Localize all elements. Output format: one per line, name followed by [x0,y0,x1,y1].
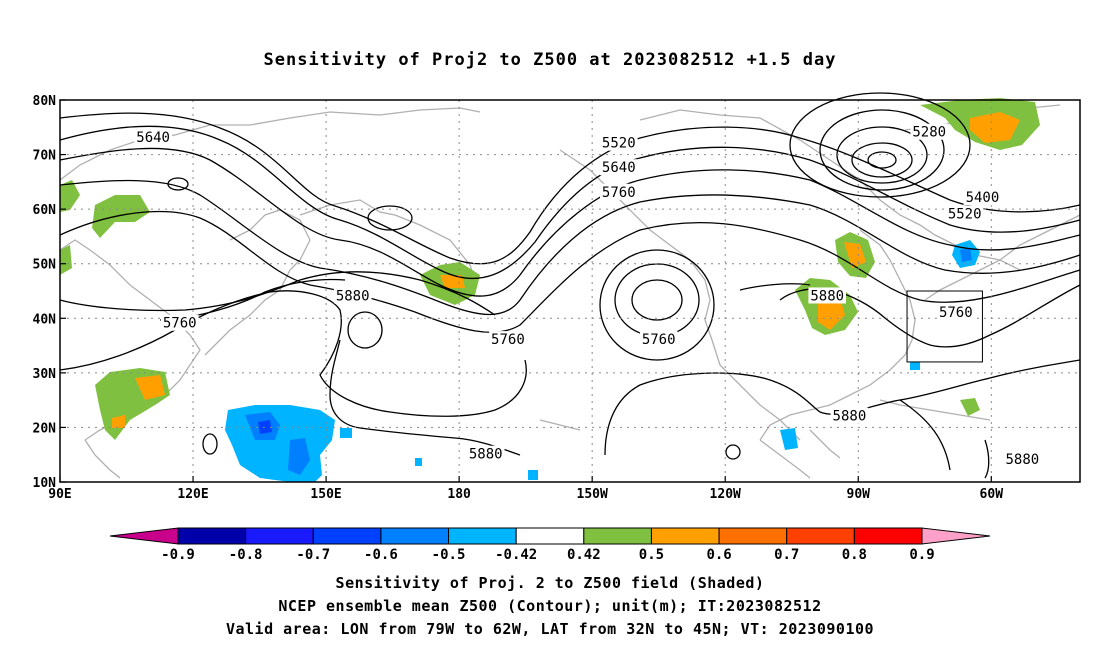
lon-label: 120E [177,487,208,502]
colorbar-swatch [853,527,923,545]
contour-label-bg [160,314,199,331]
lat-label: 40N [33,312,57,327]
lon-label: 180 [447,487,471,502]
contour-label: 5280 [912,125,946,141]
colorbar-label: -0.6 [364,547,398,563]
lat-label: 30N [33,367,57,382]
contour-label: 5880 [833,409,867,425]
contour-label: 5400 [966,190,1000,206]
contour-label: 5760 [491,332,525,348]
contour-label: 5760 [163,316,197,332]
contour-label-bg [963,189,1002,206]
colorbar: -0.9 -0.8 -0.7 -0.6 -0.5 -0.42 0.42 0.5 0.6 0.7 0.… [109,527,991,563]
contour-label-bg [134,129,172,146]
footer-line-3: Valid area: LON from 79W to 62W, LAT fro… [225,620,875,638]
contour-label-bg [808,287,847,304]
lon-label: 150W [577,487,608,502]
contour-label: 5640 [602,160,636,176]
colorbar-label: 0.42 [567,547,601,563]
contour-label-bg [937,303,975,320]
colorbar-swatch [177,527,247,545]
map-frame [59,99,1081,483]
contour-label-bg [910,123,949,140]
colorbar-swatch [515,527,585,545]
contour-label: 5760 [602,185,636,201]
colorbar-label: 0.6 [706,547,731,563]
colorbar-swatch [380,527,450,545]
map-title: Sensitivity of Proj2 to Z500 at 20230825… [263,50,837,70]
contour-label-bg [489,331,527,348]
contour-label: 5880 [1005,452,1039,468]
contour-label-bg [333,287,372,304]
colorbar-label: -0.7 [296,547,330,563]
colorbar-swatch [786,527,855,545]
colorbar-swatch [448,527,517,545]
contour-label-bg [830,407,869,424]
contour-label-bg [466,445,505,462]
colorbar-label: -0.9 [161,547,195,563]
lon-label: 150E [310,487,341,502]
contour-label-bg [945,205,984,222]
colorbar-label: -0.5 [432,547,466,563]
contour-label-bg [599,134,638,151]
colorbar-swatch [245,527,314,545]
contour-label-bg [1003,451,1042,468]
colorbar-label: 0.9 [909,547,934,563]
contour-label-bg [639,331,678,348]
lon-label: 90E [48,487,71,502]
colorbar-swatch [718,527,788,545]
lat-label: 70N [33,149,57,164]
contour-label: 5880 [336,288,370,304]
colorbar-label: 0.7 [774,547,799,563]
lat-label: 50N [33,258,57,273]
colorbar-swatch [650,527,720,545]
sensitivity-shading [60,98,1040,482]
colorbar-label: -0.42 [495,547,537,563]
colorbar-left-arrow [109,527,179,545]
lat-label: 20N [33,421,57,436]
lon-label: 120W [710,487,741,502]
lat-label: 10N [33,476,57,491]
lat-label: 60N [33,203,57,218]
contour-label: 5640 [136,130,170,146]
lat-label: 80N [33,94,57,109]
lat-lon-grid [60,100,1080,482]
contour-label: 5880 [810,288,844,304]
colorbar-right-arrow [921,527,991,545]
contour-label: 5760 [642,332,676,348]
z500-contours [59,92,1081,479]
contour-label: 5760 [939,305,973,321]
contour-label-bg [599,159,638,176]
footer-line-1: Sensitivity of Proj. 2 to Z500 field (Sh… [335,574,765,592]
colorbar-label: 0.8 [842,547,867,563]
lon-label: 90W [847,487,871,502]
colorbar-label: 0.5 [639,547,664,563]
contour-label: 5520 [948,207,982,223]
contour-label: 5880 [469,447,503,463]
contour-label-bg [599,183,638,200]
longitude-labels: 90E 120E 150E 180 150W 120W 90W 60W [48,476,1003,502]
contour-labels: 5640 552056405760528054005520588057605760… [134,123,1042,468]
colorbar-label: -0.8 [229,547,263,563]
colorbar-swatch [583,527,652,545]
valid-area-box [906,290,983,363]
lon-label: 60W [980,487,1004,502]
footer-line-2: NCEP ensemble mean Z500 (Contour); unit(… [278,597,822,615]
latitude-labels: 80N 70N 60N 50N 40N 30N 20N 10N [33,94,66,491]
contour-label: 5520 [602,136,636,152]
colorbar-swatch [312,527,382,545]
